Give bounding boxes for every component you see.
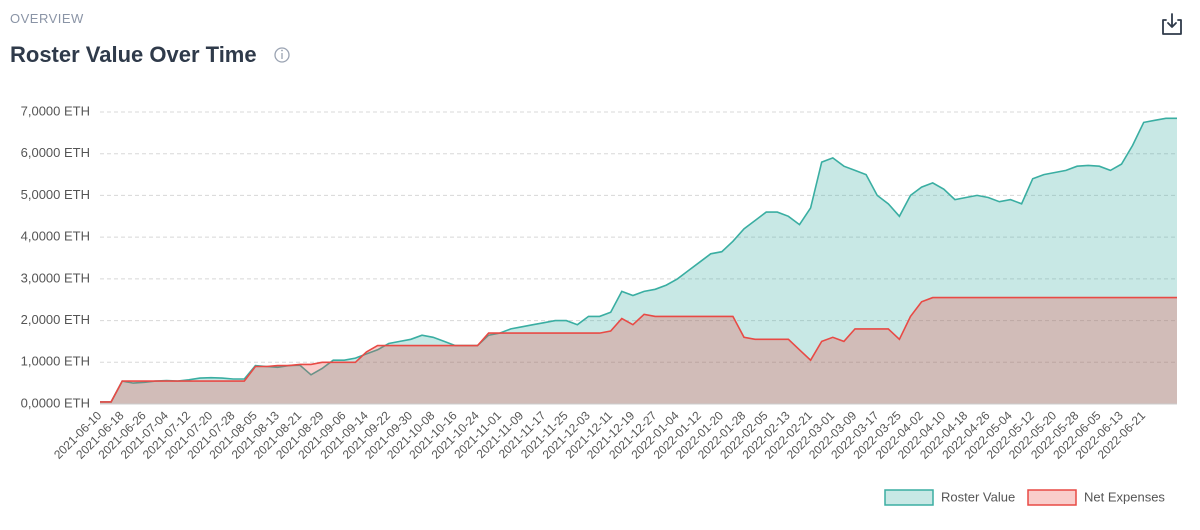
chart-title: Roster Value Over Time [10,42,257,67]
legend-swatch [884,489,934,506]
legend-label: Net Expenses [1084,489,1165,504]
y-tick-label: 2,0000 ETH [21,312,90,327]
y-tick-label: 3,0000 ETH [21,270,90,285]
legend-label: Roster Value [941,489,1015,504]
y-tick-label: 4,0000 ETH [21,229,90,244]
series-line [100,117,1177,403]
legend-swatch [1027,489,1077,506]
y-tick-label: 0,0000 ETH [21,395,90,410]
y-tick-label: 1,0000 ETH [21,354,90,369]
area-fill [100,297,1177,404]
section-label: OVERVIEW [10,11,84,26]
info-icon[interactable] [274,47,290,63]
y-tick-label: 5,0000 ETH [21,187,90,202]
y-tick-label: 7,0000 ETH [21,103,90,118]
area-fill [100,118,1177,405]
series-line [100,296,1177,403]
download-button[interactable] [1162,13,1182,35]
y-tick-label: 6,0000 ETH [21,145,90,160]
